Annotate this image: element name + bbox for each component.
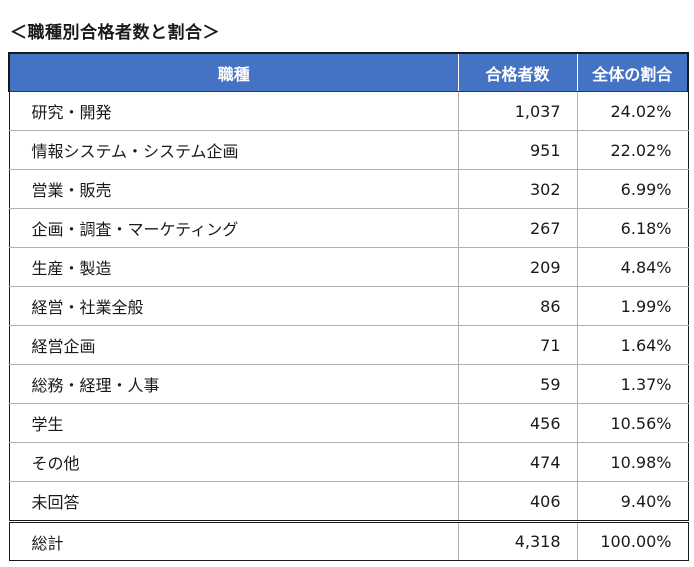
table-row: 未回答 406 9.40% <box>8 481 689 523</box>
table-row: 企画・調査・マーケティング 267 6.18% <box>8 208 689 248</box>
row-ratio: 6.99% <box>576 169 689 209</box>
row-count: 267 <box>457 208 578 248</box>
row-count: 59 <box>457 364 578 404</box>
table-row: その他 474 10.98% <box>8 442 689 482</box>
table-row: 経営・社業全般 86 1.99% <box>8 286 689 326</box>
row-ratio: 4.84% <box>576 247 689 287</box>
row-occupation: 営業・販売 <box>8 169 459 209</box>
table-row: 研究・開発 1,037 24.02% <box>8 91 689 131</box>
row-ratio: 6.18% <box>576 208 689 248</box>
row-count: 951 <box>457 130 578 170</box>
row-occupation: 学生 <box>8 403 459 443</box>
row-occupation: その他 <box>8 442 459 482</box>
row-ratio: 1.64% <box>576 325 689 365</box>
table-row: 学生 456 10.56% <box>8 403 689 443</box>
row-ratio: 24.02% <box>576 91 689 131</box>
row-occupation: 経営企画 <box>8 325 459 365</box>
header-count: 合格者数 <box>457 52 578 92</box>
occupation-table: 職種 合格者数 全体の割合 研究・開発 1,037 24.02% 情報システム・… <box>8 52 689 561</box>
table-row: 経営企画 71 1.64% <box>8 325 689 365</box>
total-ratio: 100.00% <box>576 521 689 561</box>
table-row: 生産・製造 209 4.84% <box>8 247 689 287</box>
row-count: 71 <box>457 325 578 365</box>
header-occupation: 職種 <box>8 52 459 92</box>
row-ratio: 1.99% <box>576 286 689 326</box>
row-ratio: 10.56% <box>576 403 689 443</box>
total-count: 4,318 <box>457 521 578 561</box>
row-ratio: 9.40% <box>576 481 689 523</box>
table-row: 情報システム・システム企画 951 22.02% <box>8 130 689 170</box>
row-count: 456 <box>457 403 578 443</box>
total-row: 総計 4,318 100.00% <box>8 521 689 561</box>
row-count: 302 <box>457 169 578 209</box>
row-occupation: 経営・社業全般 <box>8 286 459 326</box>
page-title: ＜職種別合格者数と割合＞ <box>10 23 220 43</box>
header-ratio: 全体の割合 <box>576 52 689 92</box>
total-label: 総計 <box>8 521 459 561</box>
row-ratio: 10.98% <box>576 442 689 482</box>
row-occupation: 研究・開発 <box>8 91 459 131</box>
row-count: 86 <box>457 286 578 326</box>
row-count: 1,037 <box>457 91 578 131</box>
row-ratio: 1.37% <box>576 364 689 404</box>
table-row: 総務・経理・人事 59 1.37% <box>8 364 689 404</box>
row-occupation: 企画・調査・マーケティング <box>8 208 459 248</box>
row-count: 474 <box>457 442 578 482</box>
table-header-row: 職種 合格者数 全体の割合 <box>8 52 689 92</box>
table-row: 営業・販売 302 6.99% <box>8 169 689 209</box>
row-occupation: 未回答 <box>8 481 459 523</box>
row-count: 406 <box>457 481 578 523</box>
row-occupation: 総務・経理・人事 <box>8 364 459 404</box>
row-ratio: 22.02% <box>576 130 689 170</box>
row-occupation: 生産・製造 <box>8 247 459 287</box>
row-count: 209 <box>457 247 578 287</box>
row-occupation: 情報システム・システム企画 <box>8 130 459 170</box>
